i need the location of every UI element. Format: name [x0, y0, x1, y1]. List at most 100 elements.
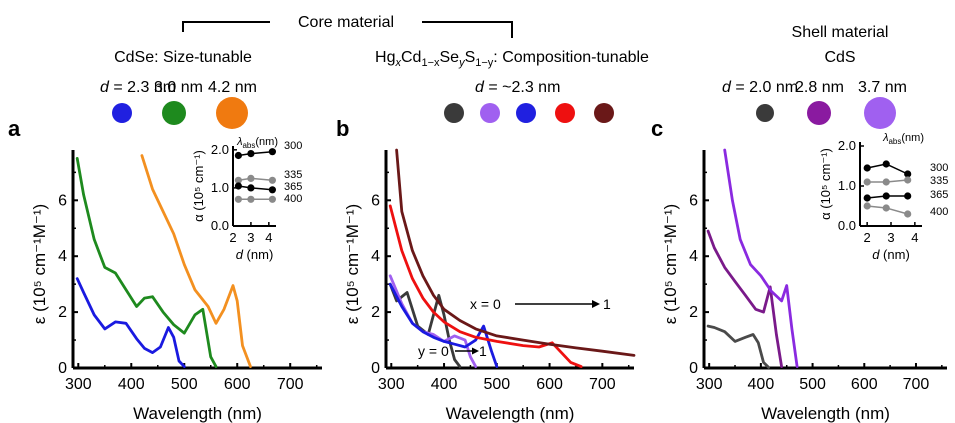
y-tick-label: 6	[371, 192, 380, 209]
y-tick-label: 2	[371, 304, 380, 321]
dot-a-2	[162, 101, 186, 125]
inset-x-tick-label: 3	[887, 230, 894, 245]
x-tick-label: 400	[118, 376, 145, 393]
series-line	[388, 204, 583, 369]
y-tick-label: 4	[689, 248, 698, 265]
inset-point	[882, 204, 890, 212]
series-line	[388, 282, 499, 369]
inset-point	[234, 151, 242, 160]
y-tick-label: 6	[58, 192, 67, 209]
y-tick-label: 4	[58, 248, 67, 265]
inset-point	[904, 210, 912, 218]
inset-series-line	[238, 150, 273, 157]
panel-letter-b: b	[336, 116, 349, 141]
x-tick-label: 600	[536, 376, 563, 393]
y-tick-label: 2	[689, 304, 698, 321]
core-material-bracket	[182, 21, 513, 38]
inset-point	[904, 176, 912, 184]
inset-point	[234, 176, 242, 184]
dot-b-5	[594, 103, 614, 123]
inset-point	[247, 184, 255, 192]
y-axis-label: ε (10⁵ cm⁻¹M⁻¹)	[661, 204, 680, 324]
inset-point	[234, 195, 242, 203]
inset-point	[882, 192, 890, 200]
x-tick-label: 300	[696, 376, 723, 393]
series-line	[75, 156, 218, 369]
inset-x-tick-label: 4	[265, 230, 272, 245]
inset-series-label: 365	[930, 189, 948, 201]
series-line	[388, 282, 462, 369]
panel-a-size-labels: d = 2.3 nm3.0 nm 4.2 nm	[100, 79, 257, 96]
x-axis-label: Wavelength (nm)	[446, 404, 575, 423]
shell-material-label: Shell material	[792, 24, 889, 41]
x-tick-label: 500	[483, 376, 510, 393]
inset-y-tick-label: 1.0	[211, 180, 229, 195]
dot-a-1	[112, 103, 132, 123]
x-arrow-head	[592, 300, 600, 308]
inset-lambda-label: λabs(nm)	[236, 136, 278, 150]
y-tick-label: 0	[689, 360, 698, 377]
inset-lambda-label: λabs(nm)	[882, 132, 924, 146]
dot-b-1	[444, 103, 464, 123]
inset-series-label: 365	[284, 181, 302, 193]
panel-letter-a: a	[8, 116, 21, 141]
series-line	[706, 229, 783, 369]
x-tick-label: 600	[851, 376, 878, 393]
inset-series-label: 300	[284, 140, 302, 152]
y-axis-label: ε (10⁵ cm⁻¹M⁻¹)	[30, 204, 49, 324]
panel-c-size-labels: d = 2.0 nm2.8 nm 3.7 nm	[722, 79, 907, 96]
inset-y-tick-label: 1.0	[838, 178, 856, 193]
inset-x-tick-label: 2	[229, 230, 236, 245]
series-line	[140, 154, 252, 369]
inset-y-axis-label: α (10⁵ cm⁻¹)	[818, 148, 833, 220]
inset-x-tick-label: 4	[911, 230, 918, 245]
inset-point	[863, 178, 871, 186]
hgcdses-label: HgxCd1−xSeyS1−y: Composition-tunable	[375, 49, 649, 69]
x-tick-label: 500	[799, 376, 826, 393]
y-tick-label: 2	[58, 304, 67, 321]
dot-b-3	[516, 103, 536, 123]
inset-x-tick-label: 2	[864, 230, 871, 245]
x-axis-label: Wavelength (nm)	[133, 404, 262, 423]
series-line	[395, 148, 636, 357]
y-tick-label: 6	[689, 192, 698, 209]
inset-point	[268, 176, 276, 184]
y-arrow-end: 1	[479, 343, 487, 359]
cdse-label: CdSe: Size-tunable	[114, 49, 252, 66]
x-axis-label: Wavelength (nm)	[761, 404, 890, 423]
inset-point	[904, 192, 912, 200]
inset-point	[863, 202, 871, 210]
inset-point	[863, 194, 871, 202]
inset-c: 0.0 1.0 2.0 2 3 4d (nm) α (10⁵ cm⁻¹) λabs(nm) 30…	[818, 132, 948, 262]
inset-x-axis-label: d (nm)	[236, 247, 274, 262]
inset-series-label: 400	[284, 193, 302, 205]
inset-point	[904, 170, 912, 178]
inset-series-line	[238, 185, 273, 191]
y-tick-label: 0	[371, 360, 380, 377]
inset-point	[234, 182, 242, 190]
inset-point	[268, 195, 276, 203]
inset-series-label: 300	[930, 162, 948, 174]
inset-point	[882, 178, 890, 186]
inset-a: 0.0 1.0 2.0 2 3 4 d (nm) α (10⁵ cm⁻¹) λabs(nm) 30…	[191, 136, 302, 262]
panel-b-size-label: d = ~2.3 nm	[475, 79, 560, 96]
y-arrow-head	[472, 347, 479, 355]
dot-a-3	[216, 97, 248, 129]
series-line	[75, 277, 186, 369]
dot-c-3	[864, 97, 896, 129]
inset-x-axis-label: d (nm)	[872, 247, 910, 262]
inset-y-tick-label: 0.0	[211, 218, 229, 233]
dot-b-2	[480, 103, 500, 123]
inset-y-tick-label: 0.0	[838, 218, 856, 233]
series-line	[706, 324, 770, 369]
inset-y-tick-label: 2.0	[838, 138, 856, 153]
x-arrow-end: 1	[603, 296, 611, 312]
panel-a: 0 2 4 6 300 400 500 600 700 Wavelength (nm) ε (10⁵…	[30, 150, 322, 423]
y-tick-label: 0	[58, 360, 67, 377]
dot-c-2	[807, 101, 831, 125]
series-line	[723, 148, 799, 369]
inset-point	[247, 195, 255, 203]
core-material-label: Core material	[298, 14, 394, 31]
inset-series-label: 335	[284, 169, 302, 181]
